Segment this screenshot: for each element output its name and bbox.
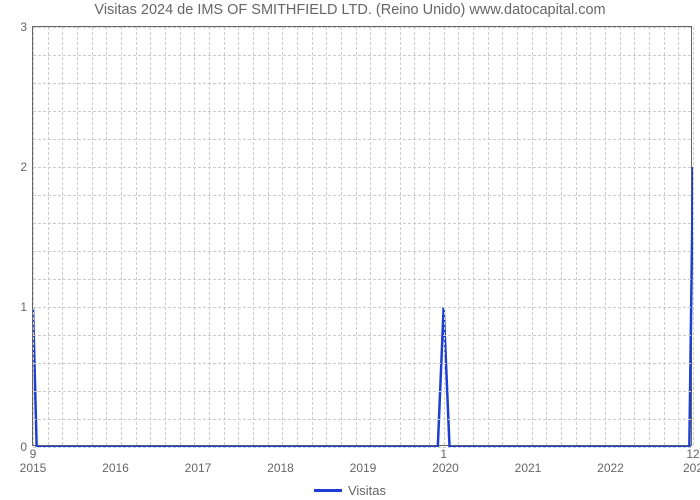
gridline-vertical xyxy=(341,27,342,445)
gridline-vertical xyxy=(561,27,562,445)
gridline-vertical xyxy=(77,27,78,445)
gridline-vertical xyxy=(620,27,621,445)
gridline-horizontal xyxy=(33,307,691,308)
gridline-horizontal xyxy=(33,391,691,392)
gridline-horizontal xyxy=(33,83,691,84)
x-axis-tick-label: 2019 xyxy=(350,445,377,475)
gridline-horizontal xyxy=(33,167,691,168)
gridline-vertical xyxy=(180,27,181,445)
gridline-vertical xyxy=(62,27,63,445)
gridline-horizontal xyxy=(33,419,691,420)
gridline-vertical xyxy=(312,27,313,445)
gridline-horizontal xyxy=(33,27,691,28)
gridline-horizontal xyxy=(33,223,691,224)
gridline-vertical xyxy=(546,27,547,445)
gridline-horizontal xyxy=(33,139,691,140)
y-axis-tick-label: 3 xyxy=(20,20,33,34)
y-axis-tick-label: 2 xyxy=(20,160,33,174)
gridline-horizontal xyxy=(33,279,691,280)
x-axis-tick-label: 2018 xyxy=(267,445,294,475)
gridline-vertical xyxy=(502,27,503,445)
gridline-vertical xyxy=(488,27,489,445)
legend-swatch xyxy=(314,489,342,492)
gridline-vertical xyxy=(429,27,430,445)
gridline-vertical xyxy=(385,27,386,445)
gridline-vertical xyxy=(444,27,445,445)
gridline-horizontal xyxy=(33,251,691,252)
gridline-vertical xyxy=(590,27,591,445)
gridline-vertical xyxy=(473,27,474,445)
gridline-vertical xyxy=(209,27,210,445)
gridline-vertical xyxy=(517,27,518,445)
gridline-vertical xyxy=(92,27,93,445)
data-point-label: 9 xyxy=(30,445,37,461)
gridline-vertical xyxy=(165,27,166,445)
x-axis-tick-label: 2021 xyxy=(515,445,542,475)
gridline-vertical xyxy=(664,27,665,445)
gridline-horizontal xyxy=(33,111,691,112)
plot-area: 0123201520162017201820192020202120222029… xyxy=(32,26,692,446)
gridline-vertical xyxy=(458,27,459,445)
gridline-horizontal xyxy=(33,363,691,364)
x-axis-tick-label: 2022 xyxy=(597,445,624,475)
gridline-vertical xyxy=(693,27,694,445)
data-point-label: 1 xyxy=(440,445,447,461)
gridline-vertical xyxy=(121,27,122,445)
gridline-vertical xyxy=(48,27,49,445)
gridline-vertical xyxy=(224,27,225,445)
gridline-vertical xyxy=(106,27,107,445)
gridline-horizontal xyxy=(33,335,691,336)
gridline-vertical xyxy=(268,27,269,445)
gridline-vertical xyxy=(194,27,195,445)
data-point-label: 12 xyxy=(686,445,699,461)
y-axis-tick-label: 1 xyxy=(20,300,33,314)
gridline-vertical xyxy=(576,27,577,445)
gridline-vertical xyxy=(532,27,533,445)
gridline-vertical xyxy=(649,27,650,445)
gridline-vertical xyxy=(282,27,283,445)
gridline-vertical xyxy=(605,27,606,445)
chart-title: Visitas 2024 de IMS OF SMITHFIELD LTD. (… xyxy=(0,2,700,18)
gridline-vertical xyxy=(136,27,137,445)
x-axis-tick-label: 2016 xyxy=(102,445,129,475)
gridline-vertical xyxy=(297,27,298,445)
gridline-vertical xyxy=(238,27,239,445)
gridline-vertical xyxy=(400,27,401,445)
gridline-vertical xyxy=(33,27,34,445)
line-series xyxy=(33,27,693,447)
gridline-vertical xyxy=(634,27,635,445)
gridline-vertical xyxy=(150,27,151,445)
gridline-vertical xyxy=(253,27,254,445)
chart-container: { "chart": { "type": "line", "title": "V… xyxy=(0,0,700,500)
gridline-vertical xyxy=(326,27,327,445)
gridline-vertical xyxy=(678,27,679,445)
legend: Visitas xyxy=(0,482,700,498)
gridline-vertical xyxy=(370,27,371,445)
gridline-vertical xyxy=(356,27,357,445)
x-axis-tick-label: 2017 xyxy=(185,445,212,475)
gridline-horizontal xyxy=(33,55,691,56)
gridline-horizontal xyxy=(33,195,691,196)
gridline-vertical xyxy=(414,27,415,445)
legend-label: Visitas xyxy=(348,483,386,498)
